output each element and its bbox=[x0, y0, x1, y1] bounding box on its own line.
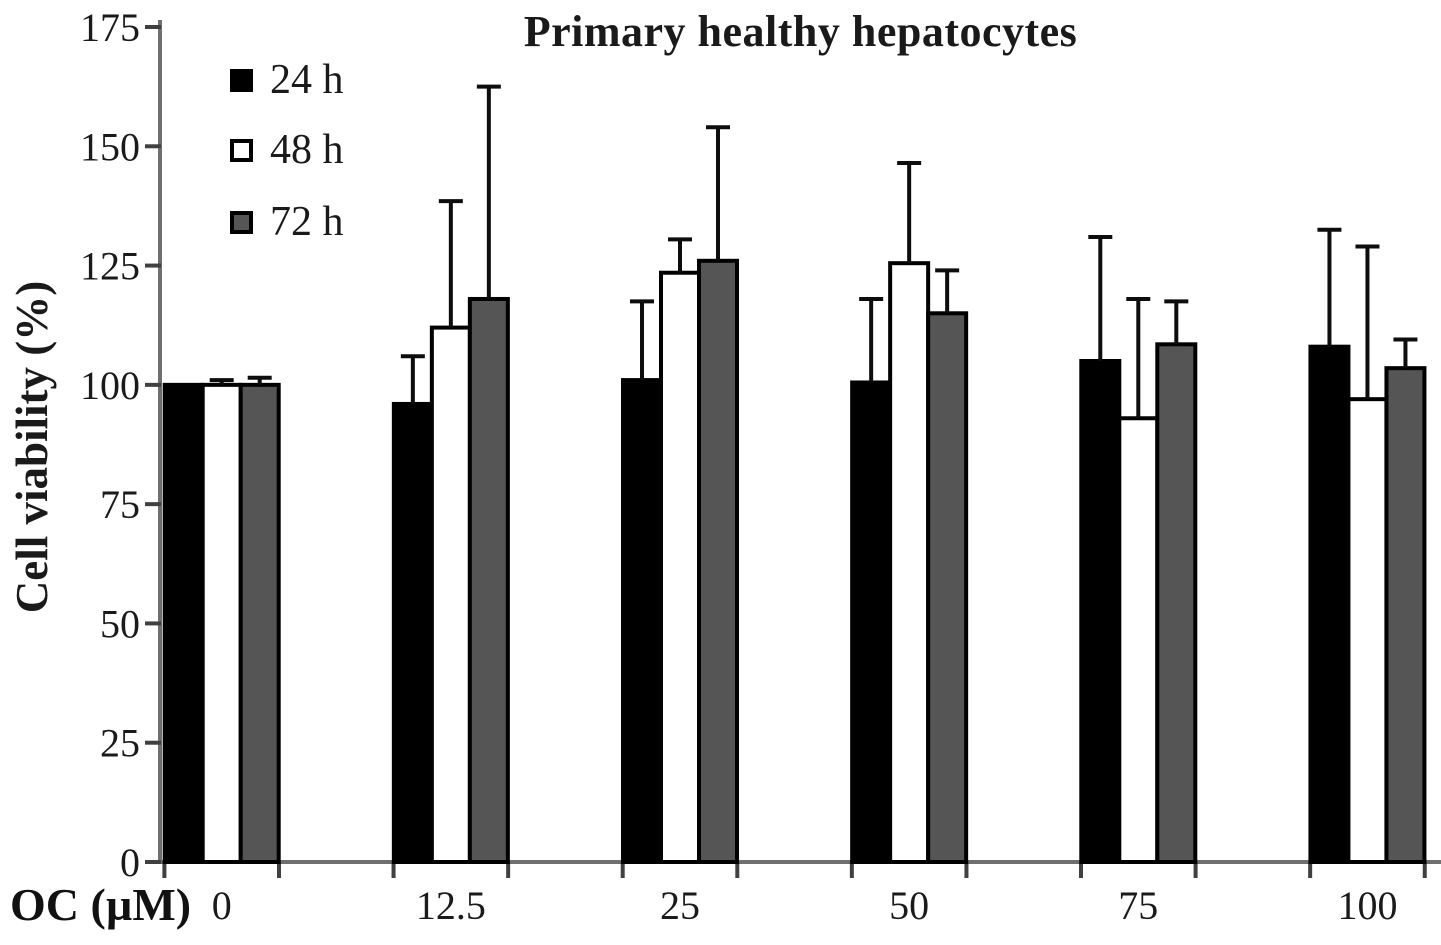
y-tick-label: 25 bbox=[100, 721, 140, 766]
bar bbox=[1384, 366, 1427, 864]
x-category-label: 0 bbox=[212, 883, 232, 928]
x-axis-label: OC (µM) bbox=[10, 879, 192, 930]
bar bbox=[1155, 342, 1198, 864]
bar bbox=[429, 325, 472, 865]
y-tick-label: 75 bbox=[100, 482, 140, 527]
x-category-label: 50 bbox=[889, 883, 929, 928]
x-category-label: 100 bbox=[1337, 883, 1397, 928]
y-tick-label: 175 bbox=[80, 5, 140, 50]
bar bbox=[621, 378, 663, 864]
y-tick-label: 100 bbox=[80, 363, 140, 408]
bar bbox=[659, 270, 701, 864]
bar bbox=[467, 296, 510, 864]
bar bbox=[1308, 344, 1351, 864]
bar bbox=[391, 401, 434, 864]
bar bbox=[926, 311, 969, 864]
bar bbox=[1079, 359, 1122, 864]
bar bbox=[850, 380, 893, 864]
chart-title: Primary healthy hepatocytes bbox=[523, 7, 1078, 56]
bar bbox=[697, 258, 739, 864]
bar bbox=[238, 382, 281, 864]
x-category-label: 75 bbox=[1118, 883, 1158, 928]
y-tick-label: 150 bbox=[80, 124, 140, 169]
x-category-label: 25 bbox=[660, 883, 700, 928]
bar bbox=[200, 382, 243, 864]
y-tick-label: 0 bbox=[120, 840, 140, 885]
y-axis-label: Cell viability (%) bbox=[7, 280, 57, 614]
bar bbox=[1117, 416, 1160, 864]
y-tick-label: 125 bbox=[80, 244, 140, 289]
y-tick-label: 50 bbox=[100, 601, 140, 646]
bar bbox=[888, 261, 931, 864]
x-category-label: 12.5 bbox=[416, 883, 486, 928]
bar bbox=[162, 382, 205, 864]
bar bbox=[1346, 397, 1389, 864]
